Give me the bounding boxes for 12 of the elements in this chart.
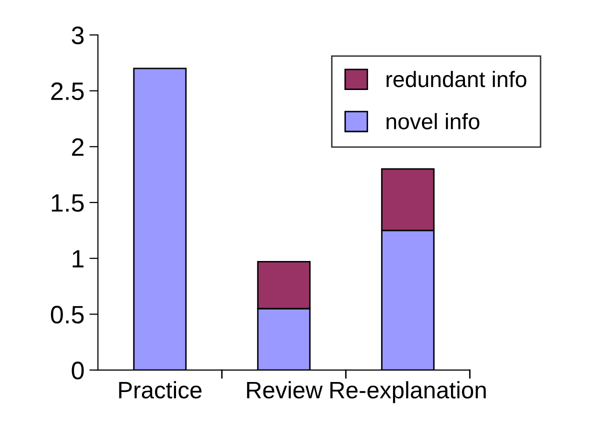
y-tick-label: 0	[72, 362, 84, 380]
y-tick-label: 0.5	[50, 306, 84, 324]
x-tick-label: Practice	[119, 381, 202, 399]
y-tick-label: 2.5	[51, 82, 84, 100]
x-tick-label: Review	[247, 381, 323, 399]
y-tick-label: 1.5	[52, 194, 84, 212]
y-tick-label: 1	[72, 250, 84, 268]
y-tick-label: 3	[72, 26, 84, 44]
x-tick-label: Re-explanation	[330, 381, 486, 404]
legend-label: novel info	[386, 113, 480, 130]
y-tick-label: 2	[72, 138, 84, 156]
legend-label: redundant info	[386, 70, 526, 88]
